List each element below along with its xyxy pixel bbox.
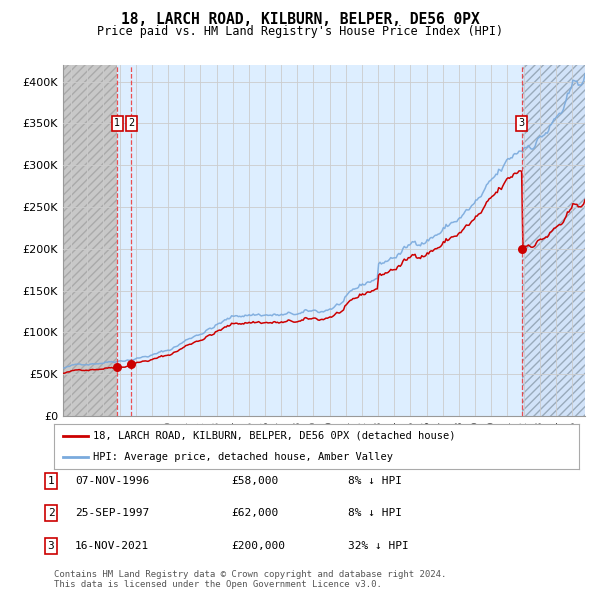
Text: 25-SEP-1997: 25-SEP-1997	[75, 509, 149, 518]
Bar	[521, 65, 585, 416]
Text: Contains HM Land Registry data © Crown copyright and database right 2024.: Contains HM Land Registry data © Crown c…	[54, 569, 446, 579]
Bar	[63, 65, 117, 416]
Bar	[63, 65, 117, 416]
Text: HPI: Average price, detached house, Amber Valley: HPI: Average price, detached house, Ambe…	[94, 452, 394, 462]
Text: This data is licensed under the Open Government Licence v3.0.: This data is licensed under the Open Gov…	[54, 579, 382, 589]
Text: 8% ↓ HPI: 8% ↓ HPI	[348, 509, 402, 518]
Text: 2: 2	[47, 509, 55, 518]
Text: 32% ↓ HPI: 32% ↓ HPI	[348, 541, 409, 550]
Text: Price paid vs. HM Land Registry's House Price Index (HPI): Price paid vs. HM Land Registry's House …	[97, 25, 503, 38]
Text: 3: 3	[47, 541, 55, 550]
Bar	[521, 65, 585, 416]
Text: 07-NOV-1996: 07-NOV-1996	[75, 476, 149, 486]
Text: 18, LARCH ROAD, KILBURN, BELPER, DE56 0PX (detached house): 18, LARCH ROAD, KILBURN, BELPER, DE56 0P…	[94, 431, 456, 441]
Text: 2: 2	[128, 119, 134, 129]
Text: 3: 3	[518, 119, 525, 129]
Text: £58,000: £58,000	[231, 476, 278, 486]
Text: 18, LARCH ROAD, KILBURN, BELPER, DE56 0PX: 18, LARCH ROAD, KILBURN, BELPER, DE56 0P…	[121, 12, 479, 27]
Text: £62,000: £62,000	[231, 509, 278, 518]
Text: 16-NOV-2021: 16-NOV-2021	[75, 541, 149, 550]
Text: 1: 1	[114, 119, 120, 129]
Text: £200,000: £200,000	[231, 541, 285, 550]
Text: 1: 1	[47, 476, 55, 486]
Text: 8% ↓ HPI: 8% ↓ HPI	[348, 476, 402, 486]
